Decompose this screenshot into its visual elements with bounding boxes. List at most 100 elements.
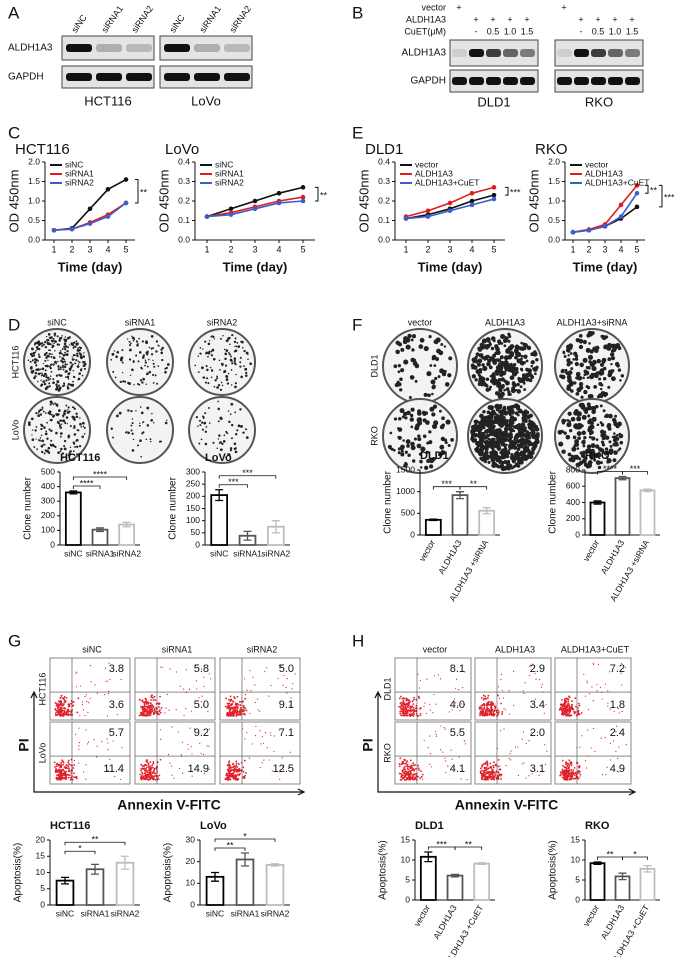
- event: [234, 703, 237, 706]
- bracket: [454, 846, 483, 850]
- colony: [82, 425, 85, 428]
- event: [144, 714, 147, 717]
- event: [232, 769, 235, 772]
- condition-mark: +: [561, 2, 566, 12]
- event: [573, 766, 576, 769]
- event: [505, 709, 507, 711]
- colony: [394, 382, 400, 388]
- event: [534, 698, 537, 700]
- event: [151, 771, 154, 774]
- colony: [493, 411, 497, 416]
- colony: [233, 360, 236, 363]
- colony: [447, 373, 452, 378]
- colony: [207, 382, 210, 385]
- colony: [37, 360, 40, 362]
- colony: [129, 342, 132, 345]
- event: [240, 769, 242, 772]
- column-label: siRNA2: [207, 317, 238, 327]
- colony: [520, 422, 526, 428]
- colony: [55, 387, 58, 391]
- y-tick-label: 10: [571, 854, 581, 864]
- colony: [603, 345, 608, 350]
- lane-label: siNC: [167, 12, 187, 34]
- event: [180, 753, 182, 756]
- colony: [65, 404, 68, 407]
- colony: [233, 340, 237, 344]
- event: [600, 737, 602, 739]
- event: [540, 686, 543, 688]
- event: [231, 702, 234, 705]
- colony: [72, 418, 75, 420]
- colony: [599, 362, 604, 367]
- event: [66, 764, 68, 766]
- colony: [582, 339, 587, 345]
- colony: [588, 360, 592, 364]
- colony: [495, 358, 499, 362]
- colony: [596, 395, 601, 399]
- event: [403, 697, 406, 700]
- colony: [591, 366, 597, 372]
- colony: [37, 415, 39, 417]
- event: [63, 766, 66, 768]
- colony: [525, 430, 530, 434]
- event: [586, 729, 589, 731]
- event: [78, 742, 81, 744]
- colony: [197, 355, 200, 357]
- point: [123, 177, 129, 182]
- colony: [568, 457, 574, 462]
- colony: [490, 336, 496, 341]
- colony: [77, 377, 81, 381]
- condition-mark: 0.5: [592, 26, 605, 36]
- event: [405, 714, 408, 717]
- event: [538, 774, 540, 777]
- colony: [529, 431, 532, 435]
- colony: [144, 359, 147, 362]
- event: [59, 697, 62, 699]
- colony: [69, 361, 72, 364]
- colony: [207, 351, 211, 355]
- event: [607, 702, 609, 704]
- colony: [578, 344, 584, 350]
- colony: [503, 360, 509, 366]
- colony: [132, 336, 135, 340]
- colony: [36, 380, 39, 383]
- event: [181, 741, 184, 743]
- event: [149, 774, 152, 777]
- event: [149, 765, 152, 768]
- event: [269, 732, 272, 734]
- colony: [152, 381, 155, 384]
- event: [419, 712, 422, 715]
- event: [120, 678, 122, 681]
- blot-band: [194, 73, 220, 81]
- colony: [52, 381, 55, 384]
- event: [578, 704, 581, 707]
- colony: [217, 420, 220, 423]
- quadrant-value: 2.0: [530, 727, 545, 739]
- colony: [131, 418, 134, 420]
- point: [570, 229, 576, 235]
- colony: [578, 385, 584, 390]
- event: [262, 742, 265, 744]
- colony: [68, 336, 71, 339]
- colony: [66, 386, 70, 390]
- colony: [31, 369, 35, 373]
- x-tick-label: 5: [491, 244, 496, 254]
- significance: ***: [630, 464, 641, 474]
- event: [488, 703, 491, 706]
- event: [246, 689, 248, 691]
- bar: [589, 862, 606, 901]
- colony: [63, 412, 66, 416]
- colony: [426, 371, 432, 377]
- colony: [83, 426, 86, 429]
- colony: [439, 368, 445, 374]
- event: [80, 685, 82, 687]
- colony: [64, 363, 67, 366]
- x-tick-label: vector: [417, 538, 437, 563]
- colony: [142, 377, 145, 381]
- colony: [139, 439, 142, 443]
- event: [562, 764, 564, 767]
- event: [415, 768, 417, 770]
- colony: [602, 409, 606, 413]
- error-bar: [456, 491, 464, 500]
- colony: [609, 448, 613, 453]
